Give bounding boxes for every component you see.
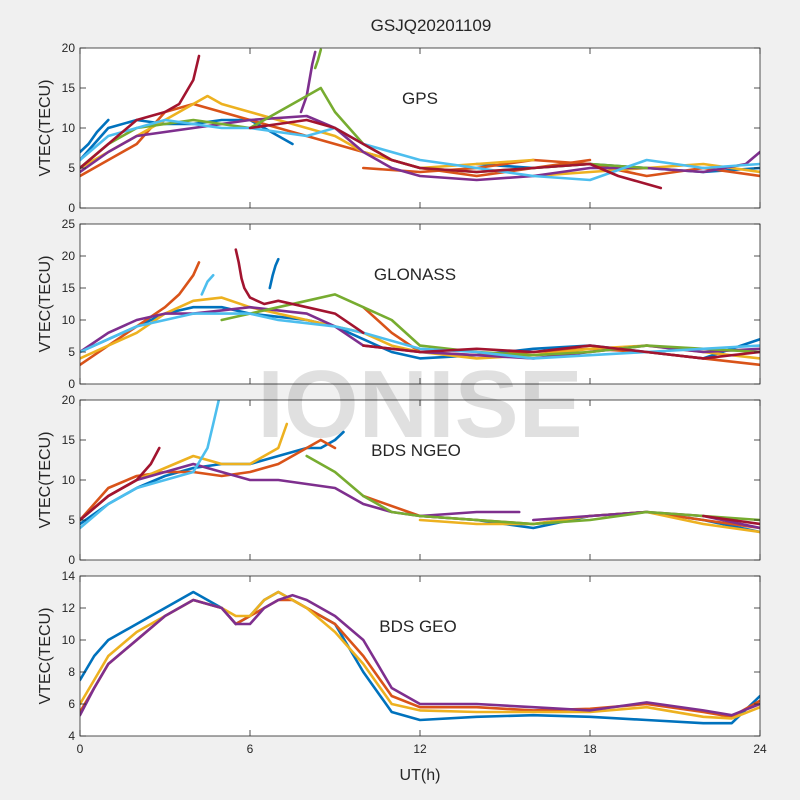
y-tick-label: 15 [62,81,76,95]
x-tick-label: 0 [77,742,84,756]
x-tick-label: 12 [413,742,427,756]
plot-area [80,576,760,736]
series-line-12 [80,54,201,170]
y-tick-label: 25 [62,217,76,231]
y-tick-label: 14 [62,569,76,583]
series-line-9 [80,400,221,530]
panel-0: 0 5 10 15 20 VTEC(TECU) GPS [37,41,761,215]
x-tick-label: 18 [583,742,597,756]
series-group [80,590,760,725]
y-tick-label: 0 [68,201,75,215]
y-tick-label: 10 [62,473,76,487]
series-line-2 [80,438,337,522]
series-group [80,400,760,534]
panel-3: 0 6 12 18 24 4 6 8 10 12 14 VTEC(TECU) BDS GEO [37,569,767,756]
series-line-8 [305,454,760,526]
series-line-6 [220,293,760,357]
series-line-7 [80,312,760,360]
y-tick-label: 20 [62,393,76,407]
plot-area [80,400,760,560]
y-axis-label: VTEC(TECU) [37,80,54,177]
y-tick-label: 5 [68,161,75,175]
plot-area [80,48,760,208]
series-line-10 [80,446,161,522]
y-tick-label: 20 [62,41,76,55]
y-tick-label: 10 [62,121,76,135]
y-tick-label: 4 [68,729,75,743]
series-line-9 [234,248,365,335]
series-line-8 [299,50,317,114]
panels: 0 5 10 15 20 VTEC(TECU) GPS 0 5 10 15 20 25 VTEC(TECU… [37,41,767,756]
panel-label: GPS [402,89,438,108]
panel-2: 0 5 10 15 20 VTEC(TECU) BDS NGEO [37,393,761,567]
series-line-11 [80,118,760,182]
y-tick-label: 5 [68,345,75,359]
panel-label: BDS GEO [379,617,456,636]
panel-label: BDS NGEO [371,441,461,460]
series-line-3 [80,593,760,717]
y-tick-label: 12 [62,601,76,615]
y-axis-label: VTEC(TECU) [37,256,54,353]
y-tick-label: 0 [68,553,75,567]
y-tick-label: 20 [62,249,76,263]
y-tick-label: 15 [62,433,76,447]
y-tick-label: 10 [62,633,76,647]
series-group [80,248,760,367]
y-tick-label: 15 [62,281,76,295]
figure-title: GSJQ20201109 [371,16,492,35]
y-axis-label: VTEC(TECU) [37,608,54,705]
watermark: IONISE [257,351,582,458]
panel-label: GLONASS [374,265,456,284]
series-line-11 [701,514,760,526]
series-line-4 [361,158,760,178]
series-line-8 [200,273,215,296]
series-line-13 [248,118,663,190]
y-tick-label: 0 [68,377,75,391]
x-axis-label: UT(h) [400,767,441,784]
series-line-10 [361,344,760,360]
y-tick-label: 6 [68,697,75,711]
series-line-10 [313,48,323,70]
x-tick-label: 6 [247,742,254,756]
x-tick-label: 24 [753,742,767,756]
y-tick-label: 5 [68,513,75,527]
series-group [80,48,760,190]
y-axis-label: VTEC(TECU) [37,432,54,529]
panel-1: 0 5 10 15 20 25 VTEC(TECU) GLONASS [37,217,761,391]
series-line-2 [80,118,110,154]
series-line-1 [268,257,280,290]
y-tick-label: 10 [62,313,76,327]
y-tick-label: 8 [68,665,75,679]
series-line-7 [80,114,760,182]
